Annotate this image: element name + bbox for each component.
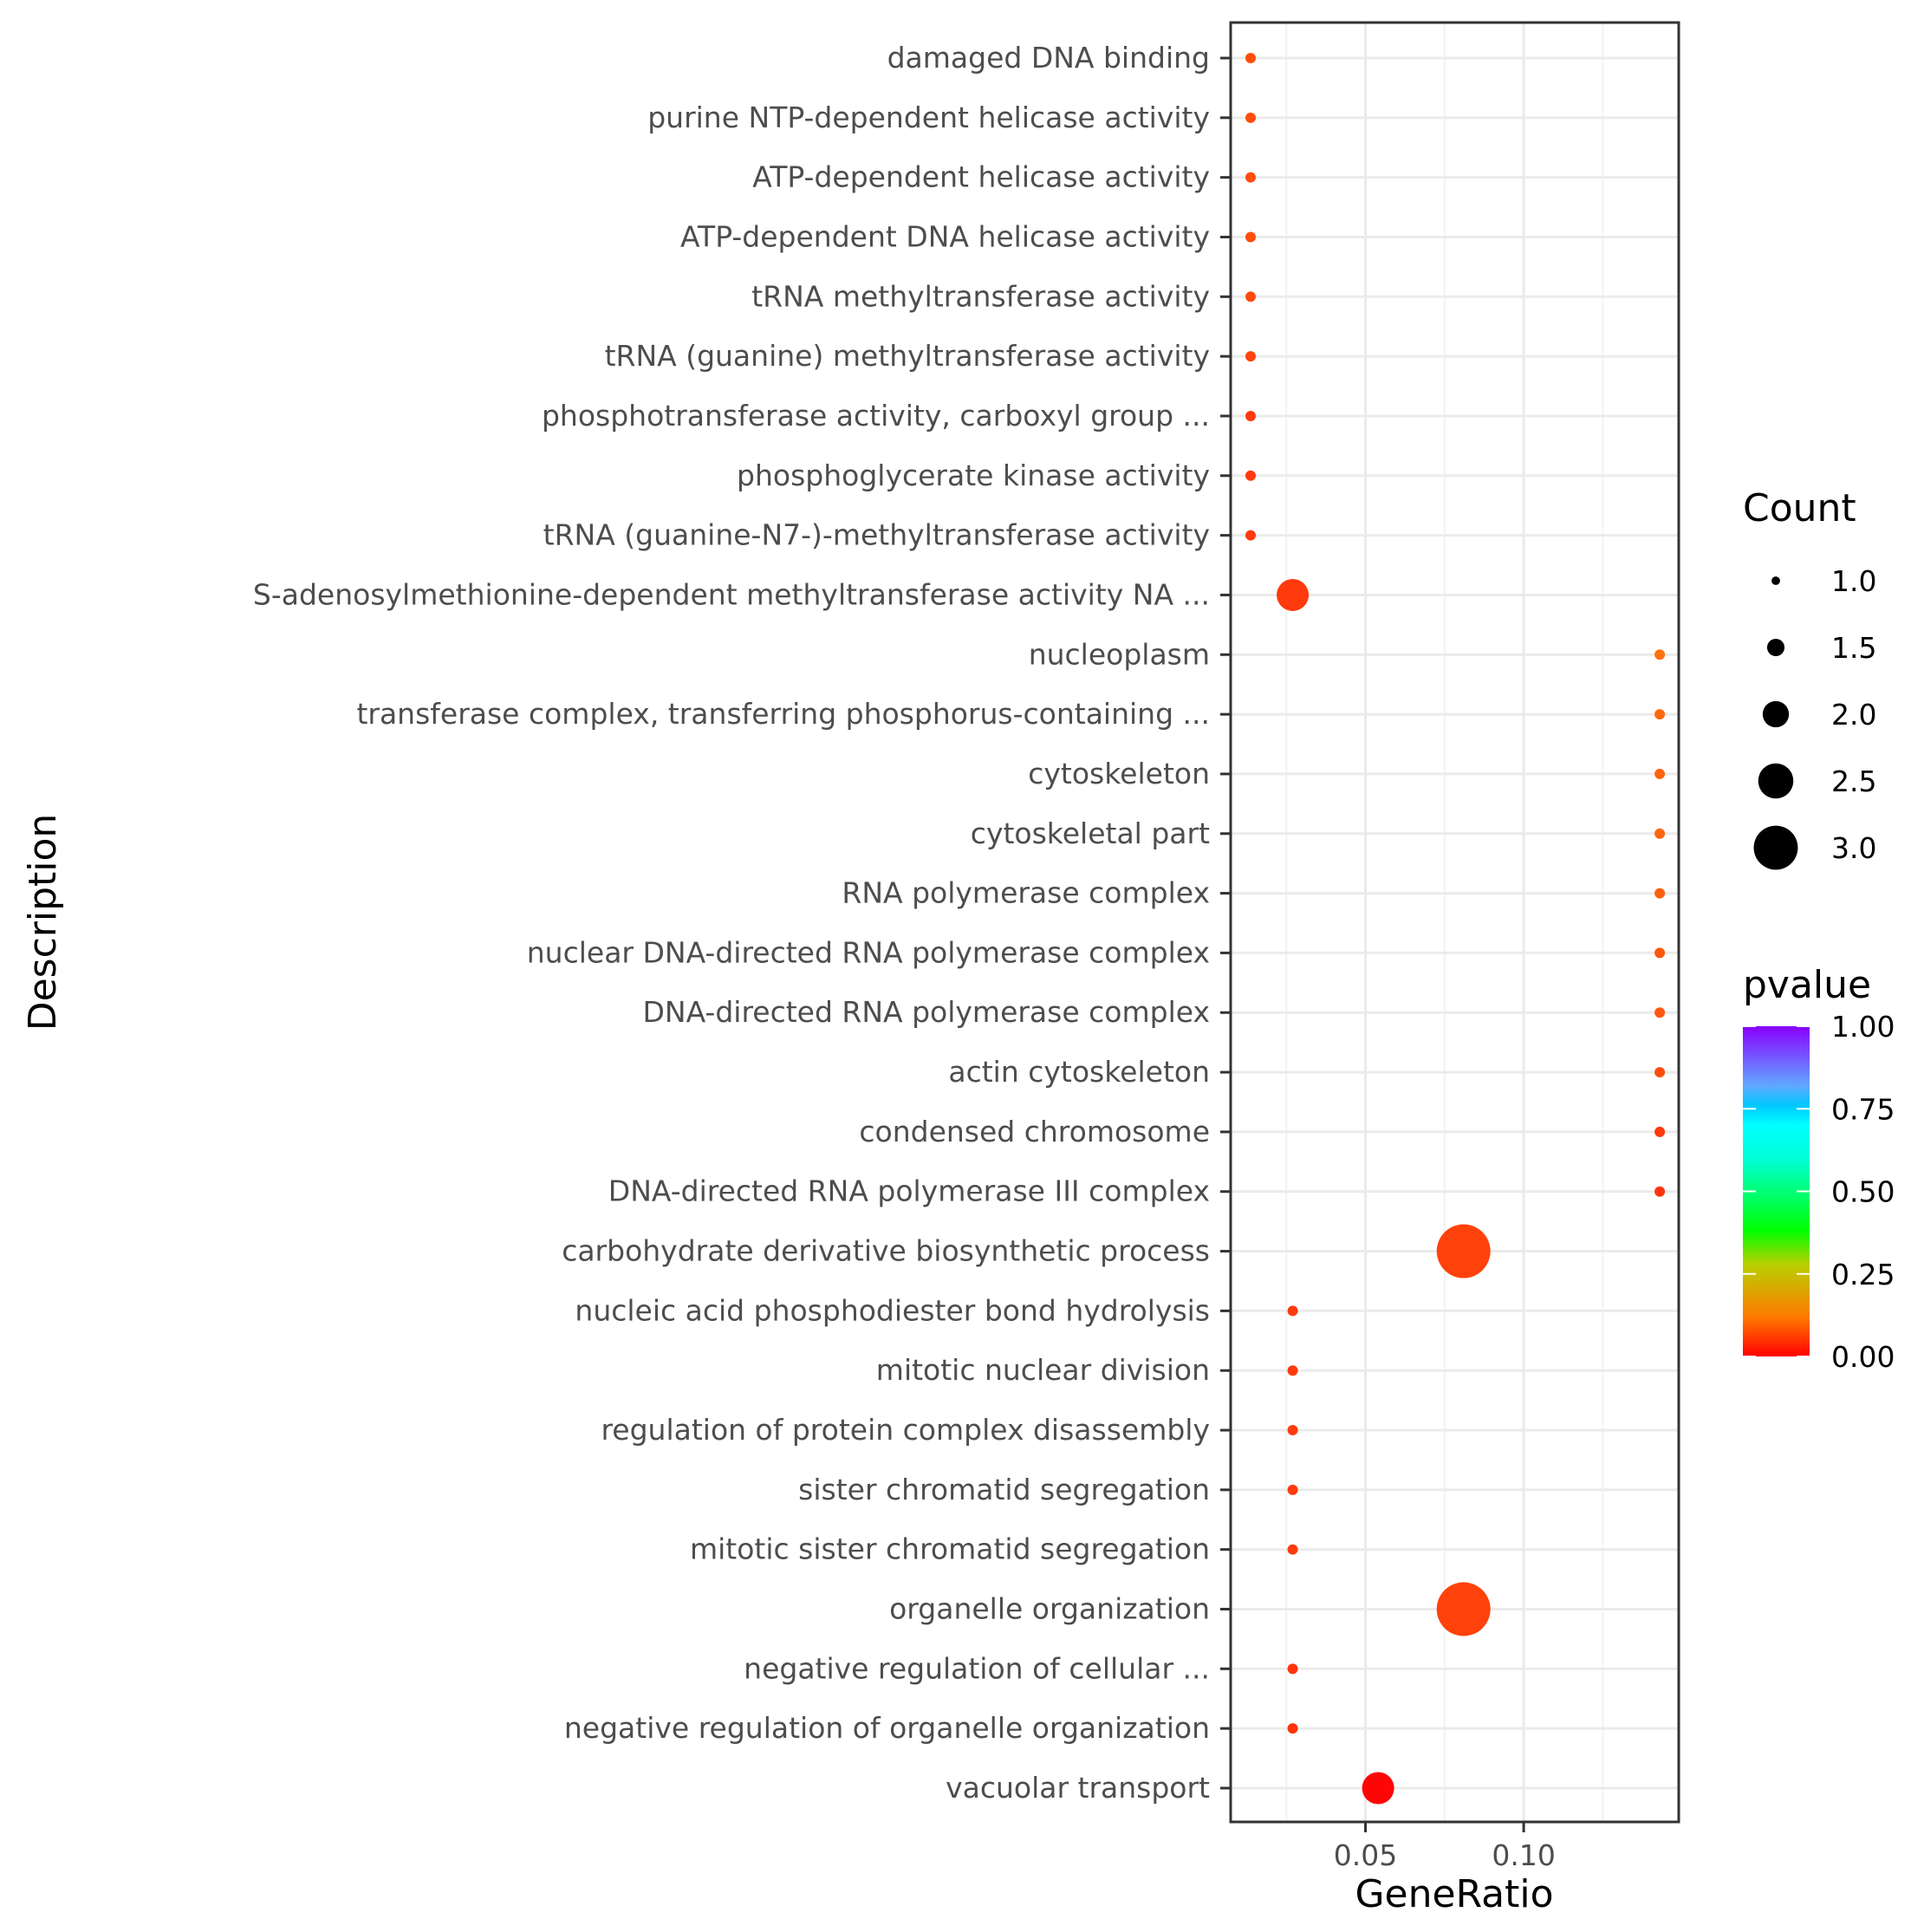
data-point: [1654, 828, 1666, 839]
data-point: [1654, 649, 1666, 660]
data-point: [1654, 768, 1666, 779]
color-legend-label: 0.75: [1831, 1092, 1895, 1126]
data-point: [1436, 1224, 1491, 1278]
y-tick-label: negative regulation of cellular ...: [744, 1651, 1210, 1685]
y-tick-label: carbohydrate derivative biosynthetic pro…: [562, 1234, 1210, 1268]
data-point: [1245, 172, 1257, 183]
data-point: [1287, 1365, 1298, 1376]
y-tick-label: RNA polymerase complex: [842, 876, 1210, 910]
y-tick-label: DNA-directed RNA polymerase III complex: [608, 1174, 1210, 1208]
y-tick-label: regulation of protein complex disassembl…: [601, 1413, 1210, 1447]
size-legend-key: [1766, 638, 1785, 657]
plot-panel: [1231, 23, 1679, 1822]
y-tick-label: phosphoglycerate kinase activity: [737, 459, 1210, 492]
y-tick-label: tRNA (guanine) methyltransferase activit…: [605, 339, 1210, 373]
data-point: [1245, 410, 1257, 421]
data-point: [1654, 888, 1666, 899]
data-point: [1287, 1484, 1298, 1495]
y-tick-label: sister chromatid segregation: [798, 1473, 1210, 1506]
data-point: [1245, 470, 1257, 481]
y-tick-label: mitotic nuclear division: [876, 1353, 1210, 1387]
y-tick-label: actin cytoskeleton: [948, 1055, 1210, 1089]
data-point: [1436, 1582, 1491, 1636]
y-tick-label: cytoskeleton: [1028, 757, 1210, 790]
data-point: [1245, 291, 1257, 302]
y-tick-label: organelle organization: [889, 1592, 1210, 1626]
y-tick-label: ATP-dependent DNA helicase activity: [680, 219, 1210, 253]
data-point: [1245, 530, 1257, 541]
grid-lines: [1231, 23, 1679, 1822]
size-legend-key: [1762, 700, 1790, 728]
y-tick-label: negative regulation of organelle organiz…: [564, 1711, 1210, 1745]
data-point: [1654, 947, 1666, 959]
y-tick-label: purine NTP-dependent helicase activity: [647, 101, 1210, 134]
color-legend-label: 0.25: [1831, 1258, 1895, 1291]
y-tick-label: cytoskeletal part: [971, 816, 1210, 850]
data-point: [1654, 1067, 1666, 1078]
y-tick-label: condensed chromosome: [859, 1115, 1210, 1148]
data-point: [1287, 1425, 1298, 1436]
x-tick-label: 0.10: [1492, 1838, 1555, 1872]
y-tick-label: nucleic acid phosphodiester bond hydroly…: [575, 1293, 1210, 1327]
y-tick-label: tRNA methyltransferase activity: [751, 279, 1210, 313]
size-legend-label: 1.5: [1831, 631, 1876, 665]
size-legend-key: [1753, 825, 1798, 870]
y-tick-label: tRNA (guanine-N7-)-methyltransferase act…: [543, 518, 1210, 552]
color-legend-label: 0.50: [1831, 1175, 1895, 1209]
data-point: [1287, 1544, 1298, 1555]
y-tick-label: ATP-dependent helicase activity: [752, 160, 1210, 194]
color-legend-label: 1.00: [1831, 1010, 1895, 1044]
y-tick-label: phosphotransferase activity, carboxyl gr…: [542, 399, 1210, 433]
size-legend-title: Count: [1743, 486, 1856, 530]
data-point: [1654, 1186, 1666, 1197]
size-legend-key: [1758, 763, 1794, 799]
x-axis-title: GeneRatio: [1355, 1872, 1553, 1916]
color-legend-label: 0.00: [1831, 1340, 1895, 1374]
data-point: [1245, 351, 1257, 362]
y-tick-label: vacuolar transport: [946, 1771, 1210, 1805]
size-legend-label: 1.0: [1831, 564, 1876, 598]
y-tick-label: nucleoplasm: [1029, 637, 1210, 671]
data-point: [1654, 1126, 1666, 1137]
data-point: [1245, 231, 1257, 243]
y-axis-title: Description: [21, 814, 65, 1031]
y-tick-label: damaged DNA binding: [887, 41, 1210, 75]
data-point: [1654, 1007, 1666, 1018]
data-point: [1287, 1305, 1298, 1317]
data-point: [1287, 1663, 1298, 1675]
color-legend-title: pvalue: [1743, 963, 1871, 1007]
data-point: [1245, 112, 1257, 123]
data-point: [1654, 709, 1666, 720]
size-legend-label: 2.5: [1831, 764, 1876, 798]
data-point: [1362, 1772, 1394, 1805]
y-tick-label: nuclear DNA-directed RNA polymerase comp…: [527, 935, 1210, 969]
data-point: [1287, 1723, 1298, 1734]
size-legend-label: 3.0: [1831, 831, 1876, 865]
x-tick-label: 0.05: [1334, 1838, 1397, 1872]
size-legend-label: 2.0: [1831, 698, 1876, 732]
size-legend-key: [1771, 576, 1780, 585]
plot-border: [1229, 21, 1680, 1824]
y-tick-label: transferase complex, transferring phosph…: [356, 697, 1210, 731]
y-tick-label: mitotic sister chromatid segregation: [690, 1532, 1210, 1566]
y-tick-label: S-adenosylmethionine-dependent methyltra…: [253, 577, 1210, 611]
data-point: [1245, 53, 1257, 63]
y-tick-label: DNA-directed RNA polymerase complex: [642, 995, 1210, 1029]
data-point: [1277, 578, 1310, 611]
